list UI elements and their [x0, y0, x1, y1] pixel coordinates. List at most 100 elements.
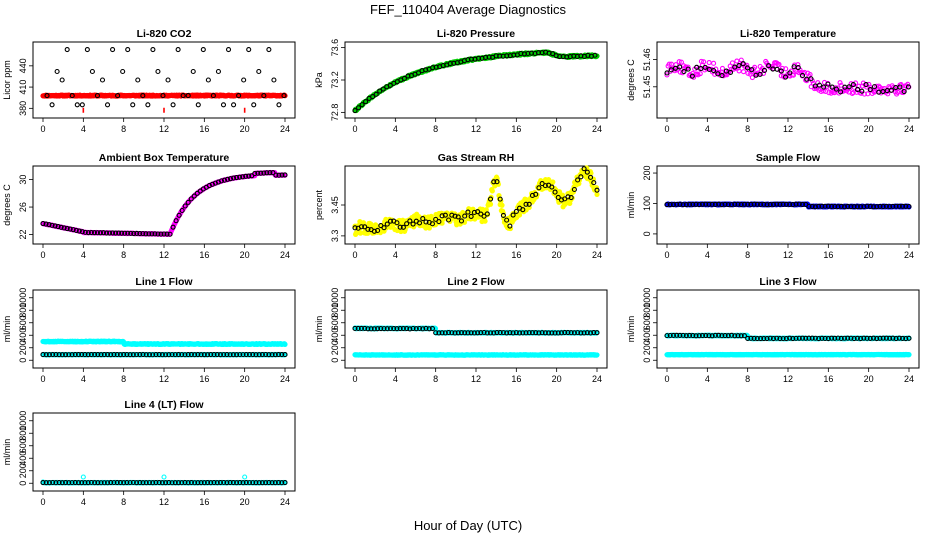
y-tick-label: 51.45	[642, 76, 652, 99]
data-point	[428, 213, 434, 219]
data-point	[125, 46, 131, 53]
data-point	[833, 86, 839, 92]
data-point	[866, 81, 872, 87]
data-point	[757, 71, 763, 77]
data-point	[871, 84, 878, 90]
data-point	[729, 60, 735, 66]
y-axis-label: ml/min	[626, 192, 636, 219]
data-point	[905, 84, 911, 90]
data-point	[107, 230, 113, 236]
data-point	[795, 65, 801, 71]
x-tick-label: 24	[280, 124, 290, 134]
data-point	[215, 68, 221, 75]
data-point	[702, 64, 708, 70]
data-point	[120, 68, 126, 75]
data-point	[594, 352, 600, 358]
x-tick-label: 20	[552, 374, 562, 384]
data-point	[355, 105, 362, 111]
data-point	[846, 84, 852, 90]
data-point	[666, 61, 672, 67]
data-point	[79, 102, 85, 108]
x-tick-label: 0	[40, 124, 45, 134]
data-point	[58, 224, 64, 230]
x-tick-label: 0	[664, 124, 669, 134]
data-point	[270, 170, 276, 176]
x-tick-label: 12	[159, 374, 169, 384]
data-point	[152, 231, 158, 237]
data-point	[825, 81, 831, 87]
panel-title: Li-820 Pressure	[437, 28, 515, 40]
data-point	[787, 70, 793, 76]
data-point	[89, 68, 95, 75]
data-point	[282, 172, 288, 178]
data-point	[200, 46, 206, 53]
plot-frame	[32, 41, 296, 119]
y-tick-label: 0	[330, 358, 340, 363]
y-tick-label: 3.3	[330, 230, 340, 243]
data-point	[170, 224, 176, 230]
data-point	[165, 77, 171, 83]
data-point	[115, 93, 121, 99]
data-point	[821, 84, 827, 90]
data-point	[236, 93, 242, 99]
data-point	[212, 180, 218, 186]
y-tick-label: 72.8	[330, 104, 340, 122]
data-point	[161, 231, 167, 237]
data-point	[363, 99, 369, 105]
x-tick-label: 8	[433, 250, 438, 260]
y-axis-label: ml/min	[314, 316, 324, 343]
data-point	[173, 218, 179, 224]
x-tick-label: 0	[664, 374, 669, 384]
data-point	[859, 88, 865, 94]
x-tick-label: 4	[393, 124, 398, 134]
data-point	[697, 71, 703, 77]
data-point	[46, 222, 52, 228]
data-point	[701, 59, 707, 65]
data-point	[252, 171, 258, 177]
data-point	[61, 225, 67, 231]
data-point	[49, 222, 55, 228]
y-tick-label: 3.45	[330, 196, 340, 214]
data-point	[44, 93, 50, 99]
data-point	[716, 69, 722, 76]
data-point	[719, 73, 725, 79]
data-point	[897, 84, 903, 90]
data-point	[861, 91, 867, 97]
data-point	[40, 221, 46, 227]
data-point	[711, 60, 717, 66]
panel-title: Line 1 Flow	[135, 276, 193, 288]
y-axis-label: ml/min	[626, 316, 636, 343]
data-point	[736, 63, 742, 69]
y-tick-label: 1000	[642, 288, 652, 308]
series-1	[352, 49, 598, 114]
data-point	[119, 230, 125, 236]
data-point	[246, 173, 252, 179]
data-point	[146, 231, 152, 237]
data-point	[170, 102, 176, 108]
data-point	[672, 65, 679, 71]
data-point	[401, 75, 407, 82]
data-point	[225, 46, 232, 53]
data-point	[377, 88, 383, 94]
data-point	[122, 230, 128, 236]
data-point	[237, 174, 243, 180]
data-point	[370, 94, 376, 100]
data-point	[885, 91, 891, 97]
data-point	[783, 74, 789, 80]
data-point	[706, 59, 712, 66]
x-tick-label: 0	[40, 374, 45, 384]
x-tick-label: 0	[352, 124, 357, 134]
y-tick-label: 410	[18, 80, 28, 95]
data-point	[67, 226, 73, 232]
data-point	[134, 230, 140, 237]
data-point	[110, 46, 116, 53]
series-1	[352, 352, 600, 358]
data-point	[678, 59, 684, 65]
data-point	[175, 46, 181, 53]
data-point	[91, 230, 97, 236]
data-point	[84, 46, 90, 53]
